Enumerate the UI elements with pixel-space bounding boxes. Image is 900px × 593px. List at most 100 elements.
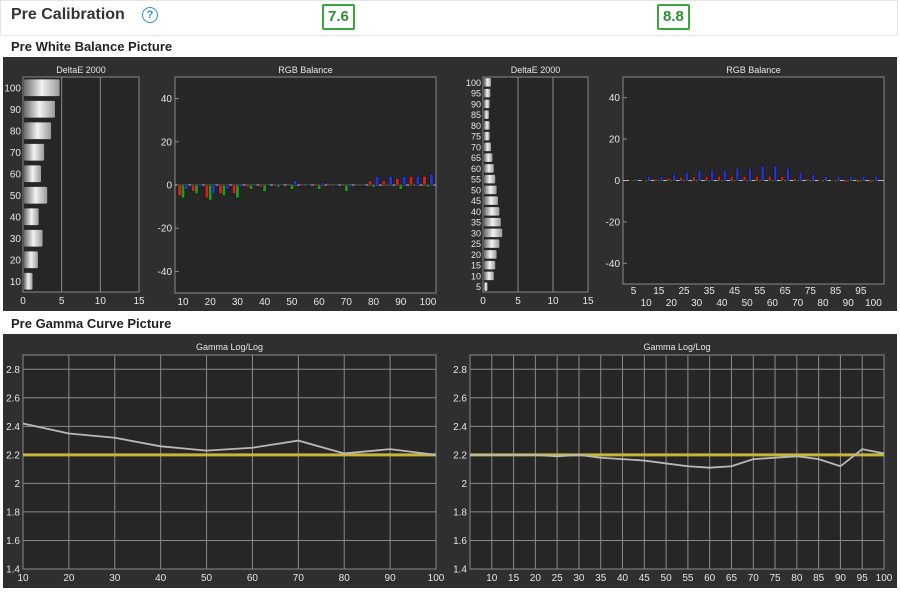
rgb-bar-b <box>773 165 777 181</box>
gamma-x-tick-label: 100 <box>428 573 445 584</box>
deltae-bar <box>24 272 33 290</box>
rgb-bar-b <box>415 176 420 186</box>
rgb-bar-r <box>856 180 860 183</box>
deltae-y-tick-label: 35 <box>471 218 481 228</box>
rgb-bar-b <box>824 176 828 181</box>
gamma-x-tick-label: 60 <box>704 573 716 584</box>
rgb-bar-r <box>354 184 359 187</box>
rgb-bar-g <box>720 180 724 182</box>
score-badge-right: 8.8 <box>657 4 690 30</box>
rgb-bar-r <box>805 178 810 181</box>
rgb-x-tick-label: 100 <box>420 297 437 308</box>
rgb-bar-b <box>861 176 866 181</box>
rgb-bar-r <box>818 179 822 181</box>
rgb-bar-r <box>793 178 797 181</box>
gamma-x-tick-label: 95 <box>857 573 869 584</box>
rgb-bar-r <box>422 176 427 186</box>
deltae-x-tick-label: 5 <box>59 296 65 307</box>
deltae-bar <box>484 88 491 98</box>
deltae-bar <box>484 207 500 216</box>
rgb-bar-b <box>786 167 790 181</box>
rgb-bar-g <box>644 180 648 182</box>
deltae-bar <box>484 260 496 270</box>
gamma-y-tick-label: 1.8 <box>6 507 20 518</box>
gamma-x-tick-label: 20 <box>63 573 75 584</box>
deltae-y-tick-label: 80 <box>10 126 22 137</box>
gamma-x-tick-label: 90 <box>385 573 397 584</box>
rgb-x-top-tick-label: 15 <box>653 286 665 297</box>
rgb-bar-g <box>846 180 850 182</box>
deltae-y-tick-label: 70 <box>10 148 22 159</box>
rgb-x-top-tick-label: 35 <box>704 286 716 297</box>
deltae-bar <box>484 217 501 227</box>
rgb-bar-r <box>218 184 223 194</box>
rgb-title: RGB Balance <box>726 65 781 75</box>
rgb-x-bottom-tick-label: 50 <box>742 298 754 309</box>
page-title: Pre Calibration <box>11 6 125 23</box>
rgb-bar-b <box>874 176 878 181</box>
rgb-bar-g <box>181 184 185 199</box>
rgb-bar-r <box>245 184 250 188</box>
deltae-bar <box>484 239 500 248</box>
rgb-bar-g <box>426 184 430 188</box>
rgb-bar-b <box>710 169 714 181</box>
deltae-y-tick-label: 90 <box>471 99 481 109</box>
deltae-y-tick-label: 100 <box>466 78 481 88</box>
rgb-y-tick-label: 20 <box>609 135 621 146</box>
rgb-bar-b <box>225 184 230 190</box>
rgb-bar-g <box>357 184 362 187</box>
rgb-y-tick-label: -20 <box>606 217 621 228</box>
rgb-y-tick-label: -20 <box>158 224 173 235</box>
rgb-bar-b <box>198 184 202 188</box>
gamma-x-tick-label: 60 <box>247 573 259 584</box>
rgb-bar-b <box>211 184 216 194</box>
deltae-y-tick-label: 20 <box>471 250 481 260</box>
deltae-y-tick-label: 55 <box>471 175 481 185</box>
gamma-x-tick-label: 10 <box>486 573 498 584</box>
gamma-x-tick-label: 70 <box>293 573 305 584</box>
rgb-bar-r <box>313 184 318 187</box>
rgb-bar-b <box>685 171 689 181</box>
rgb-bar-g <box>758 180 762 182</box>
deltae-y-tick-label: 50 <box>10 191 22 202</box>
rgb-bar-r <box>641 179 646 181</box>
deltae-title: DeltaE 2000 <box>511 65 561 75</box>
rgb-bar-g <box>208 184 213 201</box>
rgb-bar-r <box>300 184 305 187</box>
deltae-y-tick-label: 50 <box>471 185 481 195</box>
rgb-bar-r <box>717 176 721 181</box>
rgb-bar-b <box>402 176 407 186</box>
rgb-x-bottom-tick-label: 60 <box>767 298 779 309</box>
white-balance-panel: DeltaE 2000 0 5 10 15 10 20 30 40 50 60 70 80 90 100 RG… <box>3 57 897 311</box>
rgb-bar-g <box>745 180 749 182</box>
rgb-bar-b <box>238 184 243 188</box>
rgb-x-bottom-tick-label: 70 <box>792 298 804 309</box>
question-circle-icon[interactable]: ? <box>142 7 158 23</box>
deltae-bar <box>484 174 496 184</box>
gamma-y-tick-label: 1.6 <box>453 536 467 547</box>
gamma-x-tick-label: 40 <box>617 573 629 584</box>
gamma-x-tick-label: 80 <box>791 573 803 584</box>
deltae-y-tick-label: 30 <box>10 234 22 245</box>
gamma-x-tick-label: 75 <box>769 573 781 584</box>
gamma-x-tick-label: 15 <box>508 573 520 584</box>
rgb-bar-r <box>654 178 658 181</box>
rgb-bar-r <box>204 184 209 199</box>
rgb-bar-b <box>266 184 271 187</box>
gamma-x-tick-label: 50 <box>201 573 213 584</box>
deltae-bar <box>484 164 494 173</box>
deltae-bar <box>24 143 45 161</box>
deltae-y-tick-label: 20 <box>10 255 22 266</box>
rgb-bar-g <box>398 184 403 190</box>
rgb-bar-b <box>697 169 702 181</box>
rgb-x-top-tick-label: 65 <box>780 286 792 297</box>
rgb-x-tick-label: 30 <box>232 297 244 308</box>
deltae-y-tick-label: 100 <box>4 83 21 94</box>
rgb-bar-b <box>429 173 434 186</box>
gamma-y-tick-label: 2 <box>461 479 467 490</box>
rgb-bar-r <box>286 184 291 187</box>
deltae-bar <box>484 196 498 205</box>
rgb-bar-b <box>293 180 298 186</box>
rgb-bar-b <box>836 176 841 181</box>
